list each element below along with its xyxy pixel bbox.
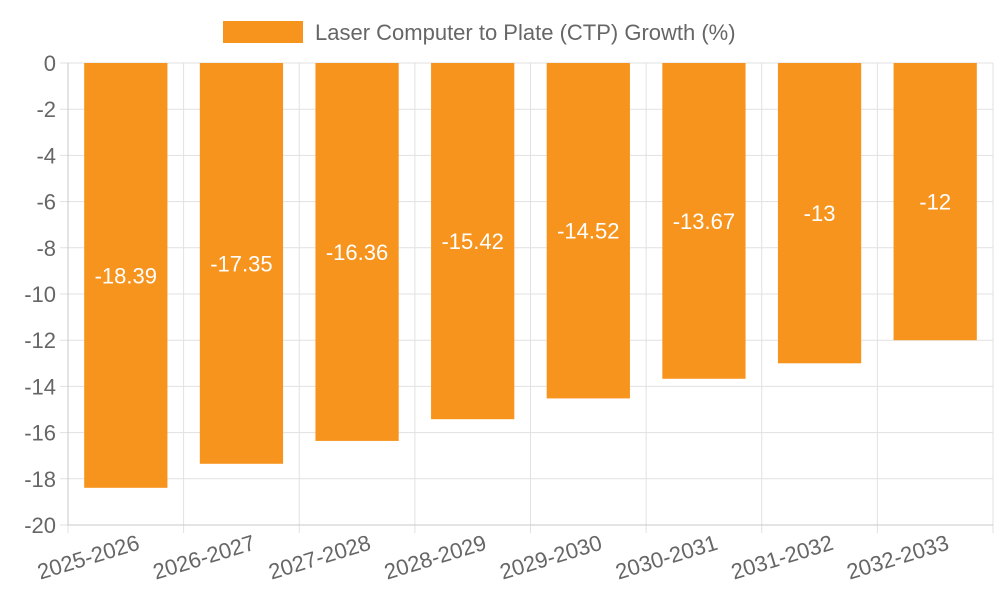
x-tick-label: 2025-2026: [34, 530, 142, 585]
y-tick-label: -6: [36, 190, 56, 215]
x-axis: 2025-2026 2026-2027 2027-2028 2028-2029 2029…: [34, 524, 993, 585]
x-tick-label: 2032-2033: [844, 530, 952, 585]
data-labels: -18.39 -17.35 -16.36 -15.42 -14.52 -13.67 -13 -…: [95, 190, 951, 289]
y-axis: 0 -2 -4 -6 -8 -10 -12 -14 -16 -18 -20: [24, 51, 69, 538]
y-tick-label: -4: [36, 143, 56, 168]
y-tick-label: -16: [24, 421, 56, 446]
y-tick-label: -18: [24, 467, 56, 492]
x-tick-label: 2030-2031: [612, 530, 720, 585]
x-tick-label: 2031-2032: [728, 530, 836, 585]
y-tick-label: -20: [24, 513, 56, 538]
legend-swatch: [223, 21, 303, 43]
bar[interactable]: [893, 63, 977, 341]
bar[interactable]: [546, 63, 630, 399]
bar[interactable]: [315, 63, 399, 441]
legend-label: Laser Computer to Plate (CTP) Growth (%): [315, 20, 736, 45]
x-tick-label: 2029-2030: [497, 530, 605, 585]
x-tick-label: 2026-2027: [150, 530, 258, 585]
bar[interactable]: [84, 63, 168, 488]
bar[interactable]: [777, 63, 862, 364]
bar[interactable]: [662, 63, 746, 379]
y-tick-label: -10: [24, 282, 56, 307]
bar-data-label: -18.39: [95, 263, 157, 288]
y-tick-label: -8: [36, 236, 56, 261]
bar[interactable]: [431, 63, 515, 420]
bar-data-label: -14.52: [557, 219, 619, 244]
bar[interactable]: [199, 63, 284, 464]
bar-data-label: -16.36: [326, 240, 388, 265]
x-tick-label: 2028-2029: [381, 530, 489, 585]
y-tick-label: -2: [36, 97, 56, 122]
bar-data-label: -13.67: [673, 209, 735, 234]
bar-data-label: -15.42: [441, 229, 503, 254]
chart-legend[interactable]: Laser Computer to Plate (CTP) Growth (%): [223, 20, 736, 45]
bar-data-label: -13: [804, 201, 836, 226]
y-tick-label: 0: [44, 51, 56, 76]
bar-data-label: -17.35: [210, 251, 272, 276]
bar-data-label: -12: [919, 190, 951, 215]
y-tick-label: -14: [24, 374, 56, 399]
bar-series: [84, 63, 977, 488]
x-tick-label: 2027-2028: [266, 530, 374, 585]
y-tick-label: -12: [24, 328, 56, 353]
